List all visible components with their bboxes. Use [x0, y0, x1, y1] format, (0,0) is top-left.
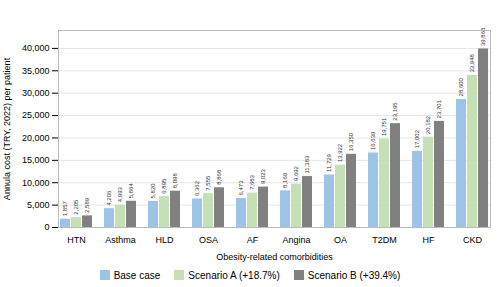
svg-text:Obesity-related comorbidities: Obesity-related comorbidities — [216, 252, 333, 262]
svg-text:25,000: 25,000 — [22, 110, 50, 120]
svg-text:HLD: HLD — [155, 235, 174, 245]
svg-text:10,000: 10,000 — [22, 178, 50, 188]
svg-text:5,000: 5,000 — [27, 200, 50, 210]
svg-text:6,895: 6,895 — [161, 178, 167, 194]
svg-text:Angina: Angina — [282, 235, 310, 245]
svg-text:16,350: 16,350 — [348, 132, 354, 151]
svg-text:2,589: 2,589 — [84, 197, 90, 213]
svg-text:9,023: 9,023 — [260, 168, 266, 184]
svg-text:19,751: 19,751 — [381, 117, 387, 136]
svg-text:15,000: 15,000 — [22, 155, 50, 165]
svg-text:17,002: 17,002 — [414, 129, 420, 148]
svg-text:35,000: 35,000 — [22, 66, 50, 76]
svg-text:9,692: 9,692 — [293, 165, 299, 181]
html-text:Scenario B (+39.4%): Scenario B (+39.4%) — [307, 269, 401, 281]
svg-text:0: 0 — [44, 222, 49, 232]
svg-text:13,922: 13,922 — [337, 143, 343, 162]
svg-text:20,000: 20,000 — [22, 133, 50, 143]
svg-text:23,195: 23,195 — [392, 102, 398, 121]
svg-text:7,683: 7,683 — [249, 174, 255, 190]
svg-text:11,383: 11,383 — [304, 155, 310, 174]
svg-text:AF: AF — [247, 235, 259, 245]
svg-text:16,639: 16,639 — [370, 131, 376, 150]
svg-text:1,857: 1,857 — [62, 201, 68, 217]
svg-text:20,182: 20,182 — [425, 115, 431, 134]
svg-text:28,600: 28,600 — [458, 77, 464, 96]
svg-text:8,098: 8,098 — [172, 173, 178, 189]
svg-text:Asthma: Asthma — [105, 235, 136, 245]
svg-text:Annula cost (TRY, 2022) per pa: Annula cost (TRY, 2022) per patient — [2, 57, 12, 200]
svg-text:5,820: 5,820 — [150, 183, 156, 199]
svg-text:4,206: 4,206 — [106, 190, 112, 206]
svg-text:6,362: 6,362 — [194, 180, 200, 196]
svg-text:40,000: 40,000 — [22, 43, 50, 53]
svg-text:T2DM: T2DM — [372, 235, 397, 245]
svg-text:33,948: 33,948 — [469, 53, 475, 72]
svg-text:8,868: 8,868 — [216, 169, 222, 185]
svg-text:39,868: 39,868 — [480, 27, 486, 46]
svg-text:2,205: 2,205 — [73, 199, 79, 215]
svg-text:HTN: HTN — [67, 235, 86, 245]
svg-text:8,169: 8,169 — [282, 172, 288, 188]
svg-text:CKD: CKD — [463, 235, 483, 245]
html-text:Base case: Base case — [113, 269, 161, 281]
svg-text:6,473: 6,473 — [238, 180, 244, 196]
svg-text:OA: OA — [334, 235, 347, 245]
svg-text:11,729: 11,729 — [326, 153, 332, 172]
svg-text:OSA: OSA — [199, 235, 218, 245]
svg-text:23,701: 23,701 — [436, 99, 442, 118]
svg-text:4,993: 4,993 — [117, 186, 123, 202]
svg-text:HF: HF — [423, 235, 435, 245]
svg-text:5,864: 5,864 — [128, 183, 134, 199]
html-text:Scenario A (+18.7%): Scenario A (+18.7%) — [188, 269, 280, 281]
svg-text:30,000: 30,000 — [22, 88, 50, 98]
svg-text:7,555: 7,555 — [205, 175, 211, 191]
